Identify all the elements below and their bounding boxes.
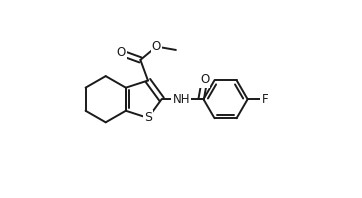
Text: NH: NH	[173, 93, 190, 106]
Text: F: F	[262, 93, 268, 106]
Text: O: O	[152, 40, 161, 53]
Text: O: O	[200, 73, 209, 86]
Text: S: S	[144, 111, 152, 124]
Text: O: O	[116, 46, 125, 59]
